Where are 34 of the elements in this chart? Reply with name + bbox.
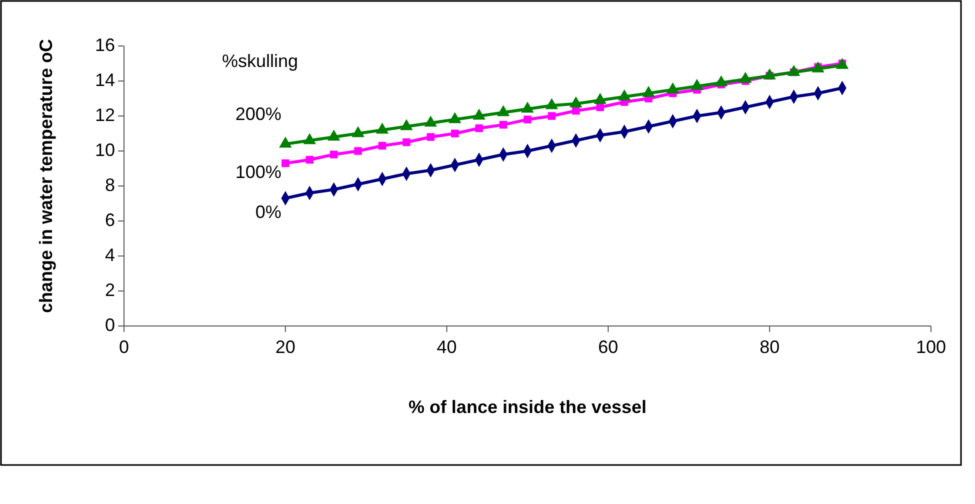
series-label: 0% bbox=[255, 202, 282, 222]
series-label: 100% bbox=[235, 162, 282, 182]
point bbox=[354, 147, 362, 155]
x-tick-label: 60 bbox=[598, 337, 618, 357]
point bbox=[475, 124, 483, 132]
point bbox=[282, 159, 290, 168]
legend-title: %skulling bbox=[222, 50, 298, 71]
point bbox=[524, 116, 532, 124]
y-axis-title: change in water temperature oC bbox=[36, 38, 56, 314]
y-tick-label: 4 bbox=[104, 244, 115, 265]
point bbox=[306, 156, 314, 164]
point bbox=[548, 112, 556, 120]
point bbox=[499, 120, 508, 129]
point bbox=[402, 138, 410, 146]
y-tick-label: 12 bbox=[94, 104, 115, 125]
point bbox=[330, 150, 338, 158]
y-tick-label: 0 bbox=[104, 314, 115, 335]
y-tick-label: 8 bbox=[104, 174, 115, 195]
x-tick-label: 40 bbox=[436, 337, 457, 357]
point bbox=[572, 106, 580, 115]
point bbox=[378, 142, 386, 150]
x-tick-label: 100 bbox=[916, 337, 946, 357]
x-tick-label: 20 bbox=[275, 337, 296, 357]
y-tick-label: 2 bbox=[104, 280, 115, 300]
y-tick-label: 16 bbox=[94, 34, 115, 55]
y-tick-label: 10 bbox=[94, 140, 115, 160]
series-label: 200% bbox=[235, 104, 282, 124]
point bbox=[450, 130, 459, 138]
x-tick-label: 0 bbox=[118, 337, 130, 357]
x-axis-title: % of lance inside the vessel bbox=[408, 397, 647, 417]
y-tick-label: 14 bbox=[94, 70, 115, 90]
x-tick-label: 80 bbox=[760, 337, 780, 357]
point bbox=[426, 133, 435, 141]
y-tick-label: 6 bbox=[104, 210, 115, 230]
